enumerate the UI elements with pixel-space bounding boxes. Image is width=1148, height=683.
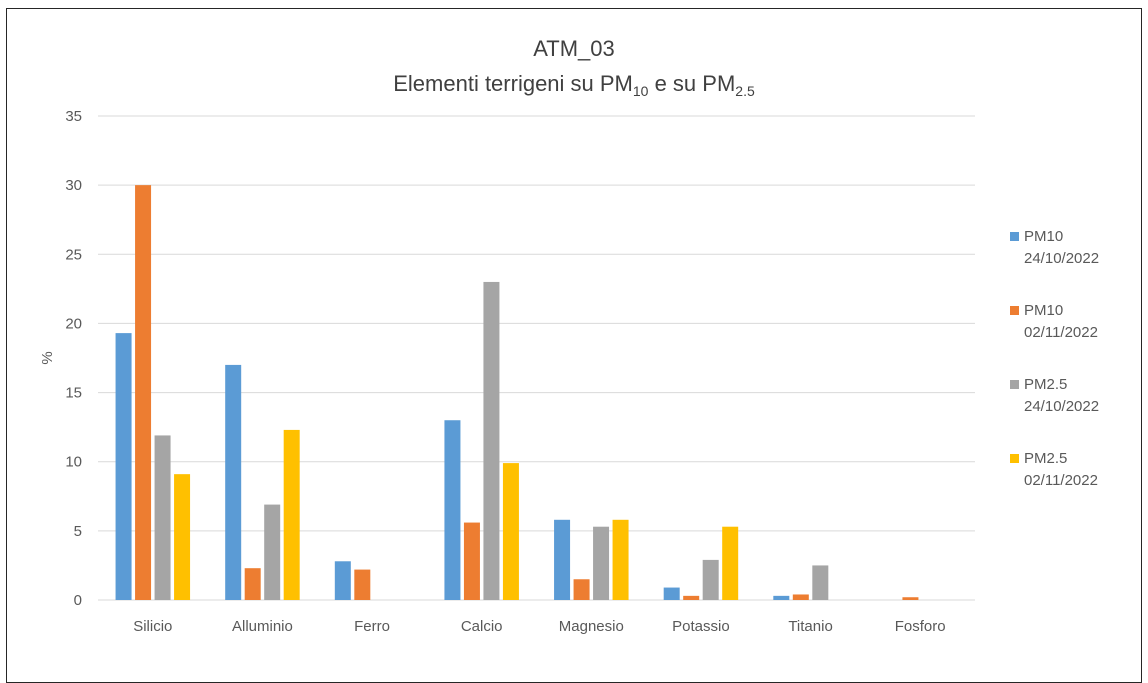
bar-ferro-series-2 (354, 569, 371, 600)
bar-titanio-series-1 (773, 595, 790, 600)
y-tick-label: 25 (65, 246, 82, 263)
y-axis-ticks: 0 5 10 15 20 25 30 35 (65, 108, 82, 609)
chart-title: ATM_03 (0, 36, 1148, 62)
y-tick-label: 35 (65, 108, 82, 125)
bar-fosforo-series-2 (902, 597, 919, 600)
legend-label: PM2.5 24/10/2022 (1024, 374, 1099, 418)
legend-label: PM10 24/10/2022 (1024, 226, 1099, 270)
legend-swatch (1010, 454, 1019, 463)
bar-alluminio-series-1 (225, 364, 242, 600)
y-tick-label: 0 (74, 592, 82, 609)
gridlines (98, 115, 975, 601)
legend-label: PM10 02/11/2022 (1024, 300, 1098, 344)
x-tick-label-ferro: Ferro (354, 618, 390, 635)
bar-calcio-series-1 (444, 420, 461, 600)
bar-calcio-series-2 (463, 522, 480, 600)
legend-label: PM2.5 02/11/2022 (1024, 448, 1098, 492)
bar-magnesio-series-2 (573, 579, 590, 600)
bar-ferro-series-1 (334, 561, 351, 600)
x-tick-label-potassio: Potassio (672, 618, 730, 635)
y-tick-label: 30 (65, 177, 82, 194)
bar-titanio-series-3 (812, 565, 829, 600)
subtitle-prefix: Elementi terrigeni su PM (393, 71, 633, 96)
legend-label-line2: 02/11/2022 (1024, 472, 1098, 489)
legend-label-line2: 02/11/2022 (1024, 324, 1098, 341)
bar-alluminio-series-4 (283, 429, 300, 600)
x-axis-ticks: Silicio Alluminio Ferro Calcio Magnesio Potas… (133, 618, 945, 635)
subtitle-sub-pm10: 10 (632, 83, 649, 99)
subtitle-sub-pm25: 2.5 (735, 83, 755, 99)
bar-potassio-series-4 (722, 526, 739, 600)
legend-label-line2: 24/10/2022 (1024, 250, 1100, 267)
chart-title-line1: ATM_03 (533, 36, 615, 61)
bar-alluminio-series-2 (244, 568, 261, 600)
bar-silicio-series-2 (135, 185, 152, 600)
bar-potassio-series-1 (663, 587, 680, 600)
y-tick-label: 15 (65, 385, 82, 402)
bar-magnesio-series-4 (612, 519, 629, 600)
legend-label-line1: PM10 (1024, 228, 1064, 245)
bar-calcio-series-3 (483, 281, 500, 600)
bar-magnesio-series-3 (593, 526, 610, 600)
bar-silicio-series-3 (154, 435, 171, 600)
bar-calcio-series-4 (502, 463, 519, 600)
x-tick-label-fosforo: Fosforo (895, 618, 946, 635)
legend-swatch (1010, 380, 1019, 389)
x-tick-label-magnesio: Magnesio (559, 618, 624, 635)
bars (115, 185, 919, 600)
y-tick-label: 10 (65, 454, 82, 471)
bar-silicio-series-4 (174, 474, 191, 600)
legend-swatch (1010, 232, 1019, 241)
legend-label-line1: PM10 (1024, 302, 1064, 319)
chart-subtitle: Elementi terrigeni su PM10 e su PM2.5 (0, 71, 1148, 99)
bar-potassio-series-3 (702, 559, 719, 600)
y-axis-label: % (39, 351, 56, 364)
bar-alluminio-series-3 (264, 504, 281, 600)
bar-magnesio-series-1 (554, 519, 571, 600)
x-tick-label-alluminio: Alluminio (232, 618, 293, 635)
legend-swatch (1010, 306, 1019, 315)
x-tick-label-silicio: Silicio (133, 618, 172, 635)
chart-frame (6, 8, 1142, 683)
y-tick-label: 20 (65, 315, 82, 332)
legend-label-line2: 24/10/2022 (1024, 398, 1100, 415)
legend-label-line1: PM2.5 (1024, 450, 1068, 467)
bar-silicio-series-1 (115, 333, 132, 600)
bar-titanio-series-2 (792, 594, 809, 600)
x-tick-label-titanio: Titanio (788, 618, 832, 635)
x-tick-label-calcio: Calcio (461, 618, 503, 635)
subtitle-mid: e su PM (648, 71, 736, 96)
legend-label-line1: PM2.5 (1024, 376, 1068, 393)
bar-potassio-series-2 (683, 595, 700, 600)
y-tick-label: 5 (74, 523, 82, 540)
